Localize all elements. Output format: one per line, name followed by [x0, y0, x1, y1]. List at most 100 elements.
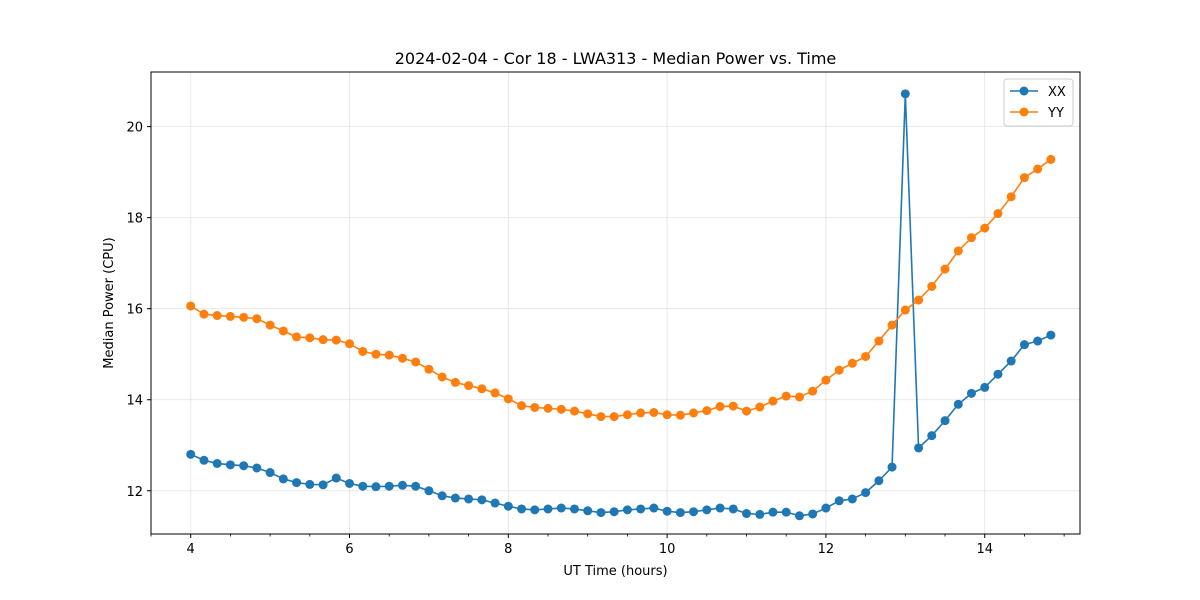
data-point-xx — [728, 504, 738, 514]
data-point-xx — [1046, 330, 1056, 340]
data-point-yy — [966, 233, 976, 243]
data-point-xx — [345, 478, 355, 488]
grid-lines — [151, 72, 1080, 534]
legend: XX YY — [1003, 78, 1074, 127]
data-point-xx — [742, 509, 752, 519]
data-point-yy — [662, 410, 672, 420]
data-point-xx — [953, 399, 963, 409]
data-point-xx — [252, 463, 262, 473]
data-point-xx — [768, 507, 778, 517]
data-point-yy — [212, 311, 222, 321]
data-point-yy — [742, 406, 752, 416]
data-point-xx — [530, 505, 540, 515]
data-point-xx — [1019, 340, 1029, 350]
data-point-yy — [1046, 154, 1056, 164]
data-point-xx — [490, 498, 500, 508]
data-point-xx — [556, 503, 566, 513]
data-point-xx — [900, 89, 910, 99]
data-point-yy — [411, 357, 421, 367]
data-point-xx — [477, 495, 487, 505]
data-point-yy — [252, 314, 262, 324]
data-point-yy — [847, 358, 857, 368]
data-point-yy — [239, 312, 249, 322]
data-point-yy — [477, 384, 487, 394]
legend-label-xx: XX — [1048, 85, 1066, 100]
data-point-xx — [980, 382, 990, 392]
legend-marker-yy — [1019, 107, 1029, 117]
y-tick-label: 14 — [126, 394, 143, 409]
x-tick-label: 8 — [504, 542, 512, 557]
data-point-xx — [808, 509, 818, 519]
data-point-yy — [940, 264, 950, 274]
data-point-xx — [569, 504, 579, 514]
data-point-yy — [953, 246, 963, 256]
data-point-yy — [768, 396, 778, 406]
plot-series — [186, 89, 1056, 521]
data-point-yy — [278, 326, 288, 336]
data-point-yy — [728, 401, 738, 411]
data-point-xx — [450, 493, 460, 503]
data-point-xx — [781, 507, 791, 517]
data-point-xx — [358, 481, 368, 491]
data-point-yy — [424, 364, 434, 374]
data-point-yy — [794, 392, 804, 402]
data-point-xx — [874, 476, 884, 486]
data-point-yy — [861, 351, 871, 361]
data-point-xx — [609, 507, 619, 517]
data-point-yy — [887, 320, 897, 330]
data-point-xx — [517, 504, 527, 514]
data-point-xx — [702, 505, 712, 515]
data-point-xx — [914, 443, 924, 453]
y-axis-label: Median Power (CPU) — [102, 237, 117, 368]
data-point-yy — [292, 332, 302, 342]
data-point-xx — [543, 504, 553, 514]
data-point-yy — [199, 309, 209, 319]
data-point-xx — [411, 481, 421, 491]
data-point-yy — [675, 410, 685, 420]
data-point-xx — [583, 506, 593, 516]
data-point-xx — [861, 488, 871, 498]
y-tick-label: 18 — [126, 212, 143, 227]
data-point-yy — [715, 402, 725, 412]
data-point-yy — [517, 401, 527, 411]
data-point-yy — [305, 333, 315, 343]
data-point-yy — [397, 353, 407, 363]
y-tick-label: 12 — [126, 485, 143, 500]
data-point-yy — [1019, 173, 1029, 183]
data-point-xx — [940, 416, 950, 426]
data-point-yy — [345, 339, 355, 349]
data-point-yy — [225, 311, 235, 321]
data-point-yy — [490, 388, 500, 398]
data-point-yy — [900, 305, 910, 315]
data-point-yy — [569, 406, 579, 416]
x-tick-label: 4 — [187, 542, 195, 557]
legend-marker-xx — [1019, 86, 1029, 96]
data-point-xx — [649, 503, 659, 513]
data-point-yy — [914, 295, 924, 305]
data-point-yy — [781, 391, 791, 401]
data-point-yy — [186, 301, 196, 311]
data-point-xx — [371, 482, 381, 492]
data-point-xx — [212, 458, 222, 468]
data-point-yy — [609, 412, 619, 422]
data-point-xx — [384, 481, 394, 491]
data-point-yy — [808, 386, 818, 396]
data-point-xx — [239, 461, 249, 471]
x-axis-label: UT Time (hours) — [563, 564, 667, 579]
data-point-yy — [464, 381, 474, 391]
legend-label-yy: YY — [1047, 106, 1064, 121]
data-point-xx — [821, 503, 831, 513]
data-point-xx — [887, 462, 897, 472]
data-point-yy — [821, 375, 831, 385]
data-point-yy — [358, 346, 368, 356]
x-tick-label: 6 — [345, 542, 353, 557]
data-point-yy — [980, 223, 990, 233]
data-point-xx — [318, 480, 328, 490]
data-point-xx — [662, 506, 672, 516]
data-point-xx — [424, 486, 434, 496]
data-point-yy — [1033, 164, 1043, 174]
data-point-yy — [874, 336, 884, 346]
data-point-xx — [278, 474, 288, 484]
data-point-yy — [689, 408, 699, 418]
data-point-xx — [689, 507, 699, 517]
